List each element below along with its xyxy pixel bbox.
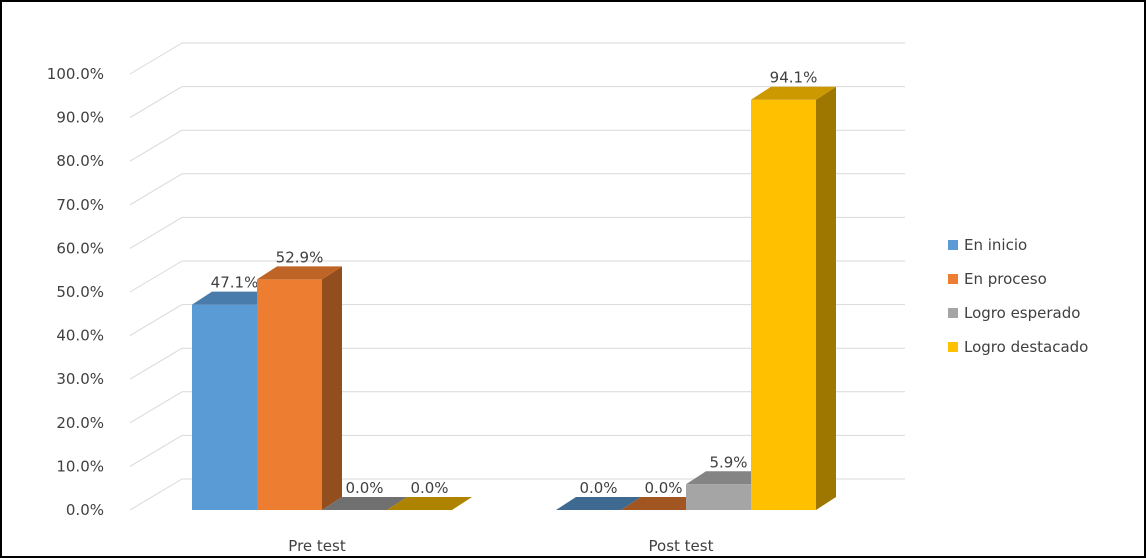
bar-flat: [322, 497, 407, 510]
gridline-diagonal: [129, 434, 183, 467]
y-tick-label: 80.0%: [56, 152, 104, 170]
x-tick-label: Pre test: [288, 537, 346, 555]
x-tick-label: Post test: [649, 537, 714, 555]
y-tick-label: 10.0%: [56, 457, 104, 475]
data-label: 0.0%: [410, 479, 448, 497]
bar: [387, 497, 472, 510]
data-label: 0.0%: [345, 479, 383, 497]
gridline-diagonal: [129, 478, 183, 511]
gridline-diagonal: [129, 260, 183, 293]
bar-flat: [556, 497, 641, 510]
bar-top: [751, 86, 836, 100]
gridline-diagonal: [129, 391, 183, 424]
y-tick-label: 100.0%: [47, 65, 104, 83]
legend-item: En inicio: [948, 228, 1088, 262]
bar: [621, 497, 706, 510]
data-label: 5.9%: [709, 453, 747, 471]
legend-label: En proceso: [964, 270, 1047, 288]
bar-front: [192, 304, 257, 510]
legend-label: En inicio: [964, 236, 1028, 254]
legend-item: Logro esperado: [948, 296, 1088, 330]
y-tick-label: 20.0%: [56, 414, 104, 432]
y-tick-label: 0.0%: [66, 501, 104, 519]
bar-side: [322, 266, 342, 510]
gridline-diagonal: [129, 216, 183, 249]
legend-swatch: [948, 274, 958, 284]
gridline-diagonal: [129, 86, 183, 119]
bar-front: [257, 279, 322, 510]
legend-label: Logro esperado: [964, 304, 1081, 322]
gridline-diagonal: [129, 173, 183, 206]
bar-front: [751, 99, 816, 510]
bar-top: [192, 291, 277, 305]
chart-legend: En inicio En proceso Logro esperado Logro d…: [948, 228, 1088, 364]
bar-top: [686, 471, 771, 485]
data-label: 0.0%: [644, 479, 682, 497]
gridline-diagonal: [129, 129, 183, 162]
data-label: 94.1%: [770, 69, 818, 87]
y-tick-label: 90.0%: [56, 109, 104, 127]
y-tick-label: 70.0%: [56, 196, 104, 214]
bar: [556, 497, 641, 510]
legend-item: Logro destacado: [948, 330, 1088, 364]
bar-top: [257, 266, 342, 280]
legend-item: En proceso: [948, 262, 1088, 296]
legend-label: Logro destacado: [964, 338, 1089, 356]
data-label: 47.1%: [211, 274, 259, 292]
data-label: 0.0%: [579, 479, 617, 497]
bar-front: [686, 484, 751, 510]
bar: [751, 86, 836, 510]
bar: [322, 497, 407, 510]
y-tick-label: 40.0%: [56, 327, 104, 345]
y-tick-label: 50.0%: [56, 283, 104, 301]
bar-flat: [387, 497, 472, 510]
data-label: 52.9%: [276, 248, 324, 266]
bar-flat: [621, 497, 706, 510]
gridline-diagonal: [129, 347, 183, 380]
y-tick-label: 30.0%: [56, 370, 104, 388]
y-tick-label: 60.0%: [56, 239, 104, 257]
legend-swatch: [948, 308, 958, 318]
legend-swatch: [948, 240, 958, 250]
legend-swatch: [948, 342, 958, 352]
gridline-diagonal: [129, 304, 183, 337]
bar-side: [816, 86, 836, 510]
bar: [257, 266, 342, 510]
gridline-diagonal: [129, 42, 183, 75]
